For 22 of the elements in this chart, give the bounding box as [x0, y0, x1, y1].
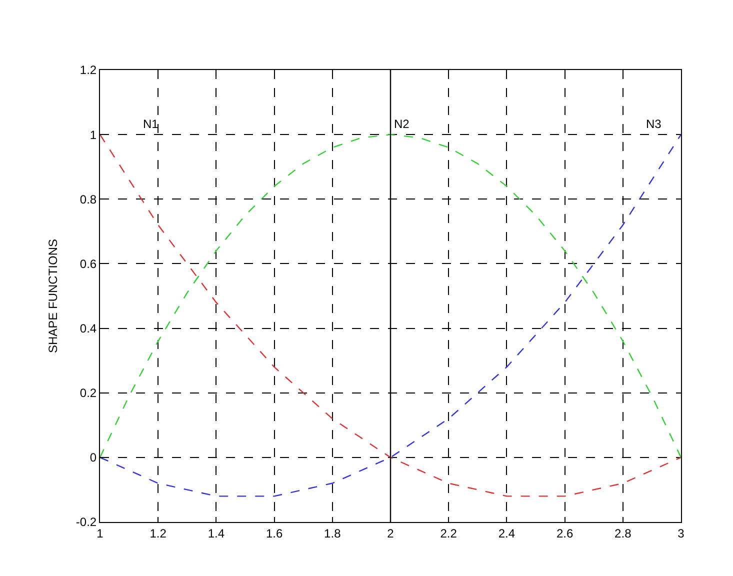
x-tick-label: 1.2: [150, 526, 167, 540]
y-tick-label: 0.8: [80, 192, 97, 206]
y-tick-label: 0.4: [80, 321, 97, 336]
y-tick-label: 0: [90, 450, 97, 465]
x-tick-label: 2: [387, 526, 394, 540]
x-tick-label: 2.2: [440, 526, 458, 540]
x-tick-label: 2.4: [498, 526, 516, 540]
y-tick-label: 1.2: [80, 63, 97, 78]
x-tick-label: 3: [678, 526, 685, 540]
annotation: N2: [394, 117, 410, 131]
annotation: N1: [143, 117, 159, 131]
annotation: N3: [646, 117, 662, 131]
y-axis-title: SHAPE FUNCTIONS: [46, 238, 60, 354]
x-tick-label: 2.8: [614, 526, 632, 540]
x-tick-label: 2.6: [556, 526, 574, 540]
x-tick-label: 1.4: [208, 526, 225, 540]
x-tick-label: 1.6: [266, 526, 283, 540]
y-tick-label: 0.6: [80, 256, 97, 271]
y-tick-label: -0.2: [76, 515, 97, 530]
x-tick-label: 1.8: [324, 526, 342, 540]
y-tick-label: 1: [90, 128, 97, 142]
y-tick-label: 0.2: [80, 386, 97, 400]
